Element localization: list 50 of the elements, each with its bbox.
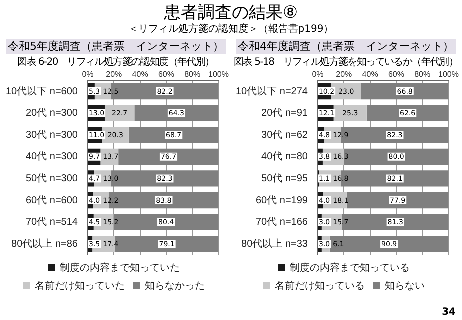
bar	[118, 148, 219, 165]
y-tick-label: 80代以上 n=33	[242, 238, 308, 250]
text: ＜リフィル処方箋の認知度＞（報告書p199）	[127, 23, 335, 36]
x-tick-label: 0%	[82, 70, 94, 80]
legend-label: 名前だけ知っていた	[35, 280, 125, 292]
chart-subtitle: 令和5年度調査（患者票 インターネット）	[6, 39, 226, 54]
bar	[361, 83, 449, 100]
y-tick-label: 10代以下 n=274	[236, 85, 308, 98]
bar	[346, 192, 449, 209]
bar	[330, 236, 449, 252]
legend-label: 名前だけ知っている	[275, 280, 365, 292]
bar	[128, 127, 219, 144]
legend-label: 知らない	[385, 280, 425, 292]
x-tick-label: 80%	[414, 70, 431, 80]
x-tick-label: 0%	[312, 70, 324, 80]
y-tick-label: 70代 n=514	[26, 217, 78, 228]
y-tick-label: 80代以上 n=86	[12, 238, 78, 250]
legend-label: 制度の内容まで知っている	[290, 262, 410, 274]
text: 34	[442, 307, 456, 318]
bar	[366, 105, 449, 122]
y-tick-label: 20代 n=91	[262, 108, 308, 120]
x-tick-label: 40%	[132, 70, 148, 80]
y-tick-label: 50代 n=300	[26, 173, 78, 184]
x-tick-label: 100%	[208, 70, 230, 80]
bar	[334, 105, 367, 122]
y-tick-label: 20代 n=300	[26, 108, 78, 120]
y-tick-label: 30代 n=300	[26, 130, 78, 141]
chart-title: 図表 5-18 リフィル処方箋を知っているか（年代別）	[232, 56, 460, 69]
bar	[134, 105, 219, 122]
x-tick-label: 100%	[438, 70, 460, 80]
text: 患者調査の結果⑧	[162, 3, 300, 23]
y-tick-label: 30代 n=62	[262, 130, 308, 141]
x-tick-label: 80%	[184, 70, 201, 80]
bar	[104, 105, 135, 122]
chart-title: 図表 6-20 リフィル処方箋の認知度（年代別）	[16, 56, 216, 69]
x-tick-label: 60%	[158, 70, 174, 80]
y-tick-label: 70代 n=166	[256, 217, 308, 228]
chart-subtitle: 令和4年度調査（患者票 インターネット）	[236, 39, 456, 54]
y-tick-label: 60代 n=600	[26, 195, 78, 206]
legend-label: 知らなかった	[145, 280, 205, 292]
legend-label: 制度の内容まで知っていた	[60, 262, 180, 274]
x-tick-label: 60%	[388, 70, 404, 80]
y-tick-label: 40代 n=80	[262, 152, 308, 163]
y-tick-label: 10代以下 n=600	[6, 85, 78, 98]
y-tick-label: 40代 n=300	[26, 152, 78, 163]
x-tick-label: 40%	[362, 70, 378, 80]
y-tick-label: 60代 n=199	[256, 195, 308, 206]
x-tick-label: 20%	[106, 70, 122, 80]
y-tick-label: 50代 n=95	[262, 173, 308, 184]
x-tick-label: 20%	[336, 70, 352, 80]
